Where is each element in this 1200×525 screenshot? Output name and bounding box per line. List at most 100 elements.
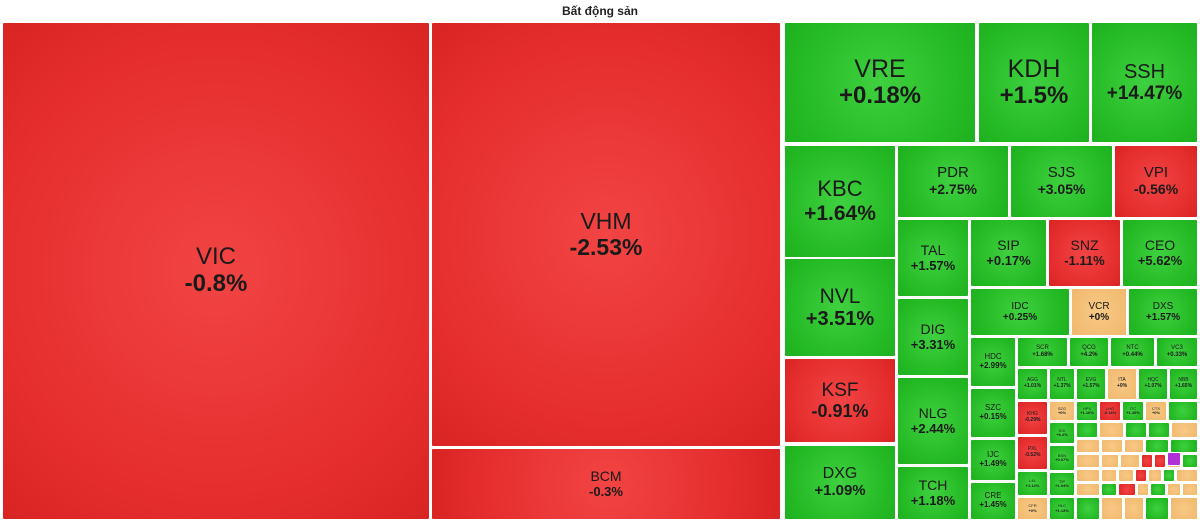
tile-unlabeled[interactable] [1125,422,1147,438]
tile-unlabeled[interactable] [1154,454,1166,468]
tile-unlabeled[interactable] [1101,497,1123,520]
tile-unlabeled[interactable] [1148,469,1162,482]
tile-ksf[interactable]: KSF -0.91% [784,358,896,443]
tile-agg[interactable]: AGG +1.01% [1017,368,1048,400]
tile-itc[interactable]: ITC +1.35% [1122,401,1144,421]
tile-unlabeled[interactable] [1145,439,1169,453]
tile-scr[interactable]: SCR +1.68% [1017,337,1068,367]
tile-tal[interactable]: TAL +1.57% [897,219,969,297]
tile-cre[interactable]: CRE +1.45% [970,482,1016,520]
tile-unlabeled[interactable] [1168,401,1198,421]
tile-unlabeled[interactable] [1076,483,1100,496]
tile-szc[interactable]: SZC +0.15% [970,388,1016,438]
tile-change: -0.91% [811,401,869,422]
tile-symbol: CRE [984,491,1002,501]
tile-l4l[interactable]: L4L +1.12% [1017,471,1048,496]
tile-unlabeled[interactable] [1170,439,1198,453]
tile-unlabeled[interactable] [1148,422,1170,438]
tile-unlabeled[interactable] [1182,454,1198,468]
tile-change: +1.18% [910,492,956,508]
tile-unlabeled[interactable] [1171,422,1198,438]
tile-change: -2.53% [569,233,643,260]
tile-unlabeled[interactable] [1150,483,1166,496]
tile-unlabeled[interactable] [1170,497,1198,520]
tile-ssh[interactable]: SSH +14.47% [1091,22,1198,143]
tile-kdh[interactable]: KDH +1.5% [978,22,1090,143]
tile-khg[interactable]: KHG -0.29% [1017,401,1048,435]
tile-unlabeled[interactable] [1076,454,1100,468]
tile-hlc[interactable]: HLC +1.13% [1049,497,1075,520]
tile-unlabeled[interactable] [1141,454,1153,468]
tile-symbol: QCG [1082,345,1096,352]
tile-unlabeled[interactable] [1101,454,1119,468]
tile-unlabeled[interactable] [1101,469,1117,482]
tile-vic[interactable]: VIC -0.8% [2,22,430,520]
tile-unlabeled[interactable] [1135,469,1147,482]
tile-unlabeled[interactable] [1076,439,1100,453]
tile-ijc[interactable]: IJC +1.49% [970,439,1016,481]
tile-vcr[interactable]: VCR +0% [1071,288,1127,336]
tile-unlabeled[interactable] [1124,439,1144,453]
tile-symbol: DXG [822,465,858,483]
tile-unlabeled[interactable] [1118,483,1136,496]
tile-sjs[interactable]: SJS +3.05% [1010,145,1113,218]
tile-cfr[interactable]: CFR +0% [1017,497,1048,520]
tile-pdr[interactable]: PDR +2.75% [897,145,1009,218]
tile-change: +0.17% [986,252,1031,268]
tile-change: +14.47% [1106,83,1183,105]
tile-unlabeled[interactable] [1124,497,1144,520]
tile-unlabeled[interactable] [1182,483,1198,496]
tile-ntl[interactable]: NTL +1.37% [1049,368,1075,400]
tile-change: +2.44% [910,420,956,436]
tile-unlabeled[interactable] [1176,469,1198,482]
tile-symbol: VCR [1088,300,1110,312]
tile-unlabeled[interactable] [1101,483,1117,496]
tile-bcm[interactable]: BCM -0.3% [431,448,781,520]
tile-lhg[interactable]: LHG -0.16% [1099,401,1121,421]
tile-tch[interactable]: TCH +1.18% [897,466,969,520]
tile-nvl[interactable]: NVL +3.51% [784,258,896,357]
tile-unlabeled[interactable] [1076,469,1100,482]
tile-qcg[interactable]: QCG +4.2% [1069,337,1109,367]
tile-dig[interactable]: DIG +3.31% [897,298,969,376]
tile-nlg[interactable]: NLG +2.44% [897,377,969,465]
tile-hpx[interactable]: HPX +1.16% [1076,401,1098,421]
tile-sip[interactable]: SIP +0.17% [970,219,1047,287]
tile-unlabeled[interactable] [1101,439,1123,453]
tile-symbol: VPI [1143,164,1169,182]
tile-kbc[interactable]: KBC +1.64% [784,145,896,258]
tile-vpi[interactable]: VPI -0.56% [1114,145,1198,218]
tile-unlabeled[interactable] [1120,454,1140,468]
tile-evg[interactable]: EVG +1.57% [1076,368,1106,400]
tile-hqc[interactable]: HQC +1.07% [1138,368,1168,400]
tile-vre[interactable]: VRE +0.18% [784,22,976,143]
tile-unlabeled[interactable] [1167,452,1181,466]
tile-vhm[interactable]: VHM -2.53% [431,22,781,447]
tile-unlabeled[interactable] [1137,483,1149,496]
tile-unlabeled[interactable] [1167,483,1181,496]
tile-unlabeled[interactable] [1145,497,1169,520]
tile-pxl[interactable]: PXL -0.52% [1017,436,1048,470]
tile-bsn[interactable]: BSN +0.07% [1049,445,1075,471]
tile-ctx[interactable]: CTX +0% [1145,401,1167,421]
tile-dxs[interactable]: DXS +1.57% [1128,288,1198,336]
tile-change: +1.57% [1145,312,1181,323]
tile-ntc[interactable]: NTC +0.44% [1110,337,1155,367]
tile-hdc[interactable]: HDC +2.99% [970,337,1016,387]
tile-unlabeled[interactable] [1076,497,1100,520]
tile-unlabeled[interactable] [1099,422,1124,438]
tile-change: +0% [1088,312,1110,323]
tile-ceo[interactable]: CEO +5.62% [1122,219,1198,287]
tile-ita[interactable]: ITA +0% [1107,368,1137,400]
tile-idc[interactable]: IDC +0.25% [970,288,1070,336]
tile-tip[interactable]: TIP +1.04% [1049,472,1075,496]
tile-snz[interactable]: SNZ -1.11% [1048,219,1121,287]
tile-dxg[interactable]: DXG +1.09% [784,445,896,520]
tile-sgi[interactable]: SGI +6.2% [1049,422,1075,444]
tile-unlabeled[interactable] [1163,469,1175,482]
tile-vc3[interactable]: VC3 +0.33% [1156,337,1198,367]
tile-nbb[interactable]: NBB +1.65% [1169,368,1198,400]
tile-szg[interactable]: SZG +0% [1049,401,1075,421]
tile-unlabeled[interactable] [1118,469,1134,482]
tile-unlabeled[interactable] [1076,422,1098,438]
